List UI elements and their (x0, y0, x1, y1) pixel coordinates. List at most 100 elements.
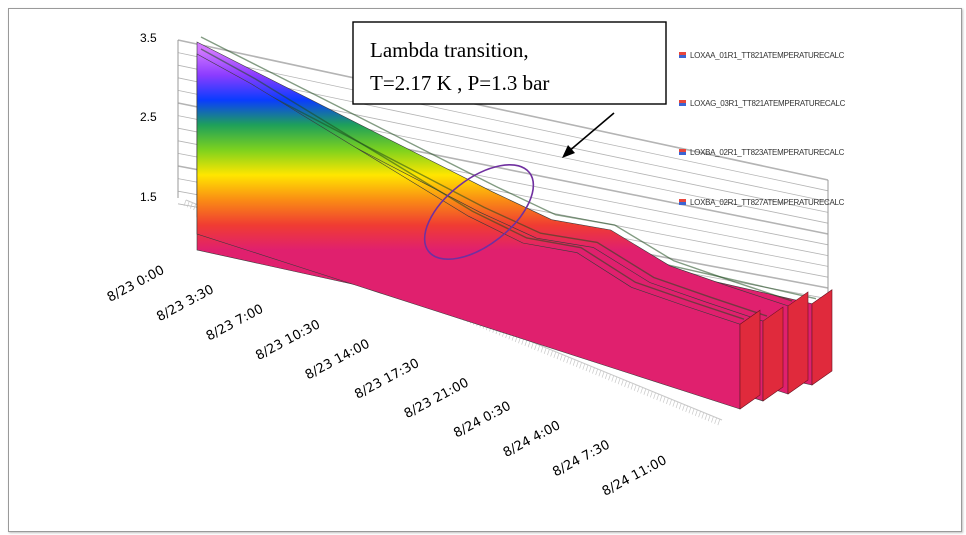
floor-tick (659, 395, 663, 402)
floor-tick (588, 366, 592, 373)
y-tick-label: 3.5 (140, 31, 157, 45)
floor-tick (672, 400, 676, 407)
floor-tick (653, 392, 656, 399)
floor-tick (186, 201, 190, 208)
legend-label: LOXBA_02R1_TT827ATEMPERATURECALC (690, 198, 845, 207)
x-tick-label: 8/23 10:30 (253, 317, 323, 363)
floor-tick (714, 417, 717, 424)
x-tick-label: 8/23 3:30 (154, 282, 216, 325)
floor-tick (569, 358, 573, 365)
floor-tick (682, 404, 685, 411)
x-tick-label: 8/23 7:00 (204, 302, 266, 345)
floor-tick (688, 407, 692, 414)
floor-tick (701, 412, 705, 419)
series-ribbon-endcap-2 (787, 291, 809, 395)
floor-tick (643, 388, 647, 395)
floor-tick (685, 405, 689, 413)
series-ribbon-4 (196, 53, 741, 410)
x-tick-label: 8/24 11:00 (600, 453, 670, 499)
floor-tick (646, 389, 650, 397)
series-ribbon-top-2 (200, 36, 793, 302)
floor-tick (707, 415, 711, 422)
floor-tick (717, 419, 721, 426)
legend-swatch-top (679, 149, 686, 152)
y-tick-label: 1.5 (140, 190, 157, 204)
floor-tick (582, 363, 586, 370)
floor-tick (649, 391, 653, 398)
floor-tick (521, 338, 525, 345)
floor-tick (547, 349, 550, 356)
floor-tick (621, 379, 624, 386)
legend-swatch-bottom (679, 152, 686, 155)
floor-tick (550, 350, 553, 357)
floor-tick (530, 342, 534, 349)
legend-label: LOXAA_01R1_TT821ATEMPERATURECALC (690, 51, 845, 60)
legend-swatch-top (679, 52, 686, 55)
floor-tick (627, 382, 631, 389)
annotation-line-1: Lambda transition, (370, 38, 529, 62)
series-ribbon-top-3 (200, 59, 768, 317)
floor-tick (572, 359, 576, 366)
floor-tick (675, 401, 679, 409)
legend-swatch-top (679, 100, 686, 103)
floor-tick (527, 341, 531, 348)
floor-tick (656, 393, 660, 401)
floor-tick (662, 396, 666, 403)
floor-tick (608, 374, 611, 381)
x-tick-label: 8/24 0:30 (451, 399, 513, 442)
floor-tick (614, 376, 618, 383)
x-tick-label: 8/23 0:00 (105, 263, 167, 306)
floor-tick (624, 380, 627, 387)
floor-tick (543, 347, 547, 354)
legend-label: LOXBA_02R1_TT823ATEMPERATURECALC (690, 148, 845, 157)
floor-tick (556, 353, 560, 360)
legend-label: LOXAG_03R1_TT821ATEMPERATURECALC (690, 99, 846, 108)
legend-swatch-bottom (679, 202, 686, 205)
gridline (177, 39, 829, 181)
x-tick-label: 8/23 21:00 (402, 375, 472, 421)
floor-tick (579, 362, 582, 369)
floor-tick (604, 372, 608, 380)
series-ribbon-endcap-1 (811, 289, 833, 386)
floor-tick (540, 346, 544, 353)
floor-tick (617, 378, 621, 385)
floor-tick (611, 375, 615, 382)
series-ribbon-top-4 (200, 48, 745, 320)
y-axis-ticks: 1.5 2.5 3.5 (140, 31, 157, 204)
floor-tick (633, 384, 637, 391)
floor-tick (183, 199, 187, 207)
x-tick-label: 8/23 14:00 (303, 337, 373, 383)
floor-tick (537, 345, 541, 352)
annotation-line-2: T=2.17 K , P=1.3 bar (370, 71, 549, 95)
floor-tick (695, 409, 698, 416)
series-ribbon-endcap-4 (739, 309, 761, 410)
annotation-arrow (567, 112, 615, 153)
floor-tick (678, 403, 682, 410)
legend-swatch-top (679, 199, 686, 202)
x-tick-label: 8/24 7:30 (550, 438, 612, 481)
floor-tick (630, 383, 634, 390)
floor-tick (711, 416, 714, 423)
floor-tick (637, 386, 640, 393)
floor-tick (698, 411, 701, 418)
floor-tick (566, 356, 570, 364)
floor-tick (190, 202, 193, 209)
floor-tick (640, 387, 644, 394)
floor-tick (524, 339, 528, 347)
floor-tick (563, 355, 566, 362)
annotation-box (352, 21, 667, 105)
x-tick-label: 8/23 17:30 (352, 356, 422, 402)
y-tick-label: 2.5 (140, 110, 157, 124)
lambda-annotation: Lambda transition, T=2.17 K , P=1.3 bar (352, 21, 667, 261)
legend-swatch-bottom (679, 55, 686, 58)
floor-tick (666, 397, 669, 405)
floor-tick (592, 367, 595, 374)
floor-tick (601, 371, 605, 378)
x-tick-label: 8/24 4:00 (501, 418, 563, 461)
gridline (177, 52, 829, 192)
lambda-transition-ellipse (423, 163, 535, 261)
floor-tick (669, 399, 672, 406)
floor-tick (534, 343, 537, 350)
floor-tick (576, 360, 579, 368)
floor-tick (595, 368, 598, 376)
